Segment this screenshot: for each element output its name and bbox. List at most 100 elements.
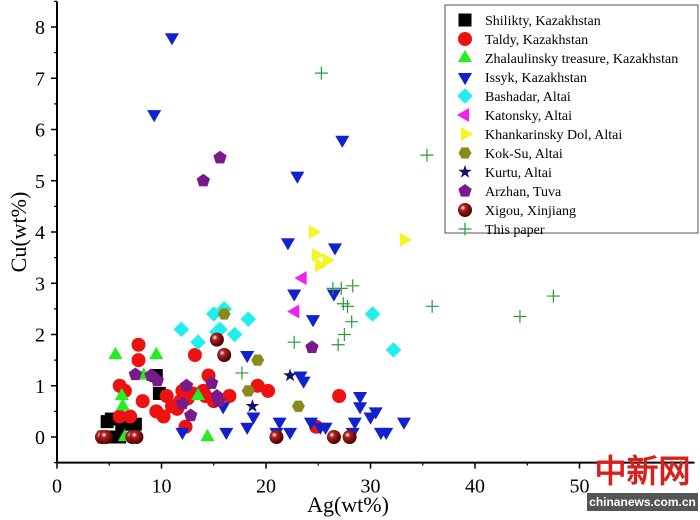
data-point	[173, 321, 190, 338]
data-point	[269, 430, 284, 444]
data-point	[175, 396, 190, 410]
series-9	[128, 150, 319, 422]
y-tick-label: 0	[35, 427, 45, 449]
x-tick-label: 10	[152, 476, 172, 498]
data-point	[326, 430, 341, 444]
legend-marker	[458, 32, 472, 46]
legend-marker	[458, 203, 472, 217]
data-point	[108, 346, 123, 360]
data-point	[150, 373, 164, 387]
data-point	[337, 328, 351, 341]
series-8	[245, 368, 297, 413]
data-point	[241, 385, 255, 397]
data-point	[287, 304, 300, 319]
legend-label: Shilikty, Kazakhstan	[485, 14, 601, 29]
legend-item: Taldy, Kazakhstan	[458, 32, 588, 48]
series-7	[217, 308, 305, 412]
data-point	[235, 366, 249, 380]
data-point	[420, 148, 434, 162]
data-point	[128, 367, 143, 381]
data-point	[312, 248, 325, 263]
watermark-site: chinanews.com.cn	[587, 493, 698, 511]
y-tick-label: 5	[35, 171, 45, 193]
legend-item: This paper	[458, 222, 545, 238]
legend-label: Khankarinsky Dol, Altai	[485, 128, 622, 143]
data-point	[341, 299, 355, 313]
legend-label: Kurtu, Altai	[485, 166, 552, 181]
data-point	[219, 427, 234, 440]
legend-marker	[458, 184, 472, 197]
data-point	[114, 387, 129, 401]
legend-marker	[458, 222, 472, 236]
legend-item: Kurtu, Altai	[458, 164, 552, 181]
data-point	[396, 417, 411, 430]
data-point	[217, 308, 231, 320]
legend-item: Bashadar, Altai	[457, 88, 571, 105]
data-point	[191, 387, 206, 401]
x-tick-label: 0	[52, 476, 62, 498]
data-point	[346, 279, 360, 293]
data-point	[226, 326, 243, 343]
y-tick-label: 3	[35, 273, 45, 295]
data-point	[240, 350, 255, 364]
data-point	[240, 422, 255, 435]
legend-marker	[456, 107, 470, 123]
x-axis-label: Ag(wt%)	[307, 492, 389, 517]
legend-marker	[460, 126, 474, 142]
data-point	[222, 389, 237, 403]
legend-label: This paper	[485, 223, 545, 238]
data-point	[546, 289, 560, 303]
legend-marker	[458, 147, 472, 159]
data-point	[190, 334, 206, 350]
data-point	[280, 238, 295, 251]
data-point	[135, 394, 150, 409]
y-tick-label: 1	[35, 376, 45, 398]
legend-label: Kok-Su, Altai	[485, 147, 563, 162]
x-tick-label: 30	[361, 476, 381, 498]
data-point	[212, 394, 226, 407]
data-point	[115, 398, 130, 411]
legend-item: Khankarinsky Dol, Altai	[460, 126, 622, 143]
legend-item: Arzhan, Tuva	[458, 184, 562, 200]
data-point	[294, 271, 307, 286]
axes: 0 10 20 30 40 50 0 1 2 3 4 5 6 7 8	[35, 0, 695, 498]
data-point	[303, 417, 318, 430]
data-point	[379, 427, 394, 440]
data-point	[149, 346, 164, 360]
data-point	[385, 342, 402, 358]
data-point	[353, 402, 368, 415]
data-point	[353, 391, 368, 405]
data-point	[212, 321, 228, 338]
data-point	[283, 368, 297, 382]
data-point	[296, 376, 311, 389]
data-point	[261, 383, 276, 398]
data-point	[318, 422, 333, 435]
data-point	[345, 315, 359, 329]
y-tick-label: 7	[35, 68, 45, 90]
y-tick-label: 8	[35, 17, 45, 39]
data-point	[327, 243, 343, 256]
legend: Shilikty, Kazakhstan Taldy, Kazakhstan Zha…	[444, 4, 699, 238]
legend-item: Xigou, Xinjiang	[458, 203, 576, 219]
data-point	[287, 335, 301, 349]
data-point	[209, 332, 224, 347]
data-point	[399, 232, 413, 247]
data-point	[129, 430, 144, 444]
data-point	[156, 409, 171, 424]
y-axis-label: Cu(wt%)	[6, 192, 31, 273]
series-6	[308, 224, 413, 273]
data-point	[335, 135, 350, 148]
data-point	[513, 310, 527, 324]
data-point	[368, 407, 383, 420]
y-tick-label: 6	[35, 120, 45, 142]
data-point	[272, 417, 287, 430]
data-point	[290, 171, 305, 184]
x-tick-label: 40	[465, 476, 485, 498]
data-point	[200, 428, 215, 442]
legend-marker	[458, 164, 472, 178]
data-point	[196, 173, 210, 187]
data-point	[175, 427, 190, 440]
series-2	[108, 346, 215, 442]
data-point	[425, 299, 439, 313]
legend-marker	[457, 72, 473, 86]
